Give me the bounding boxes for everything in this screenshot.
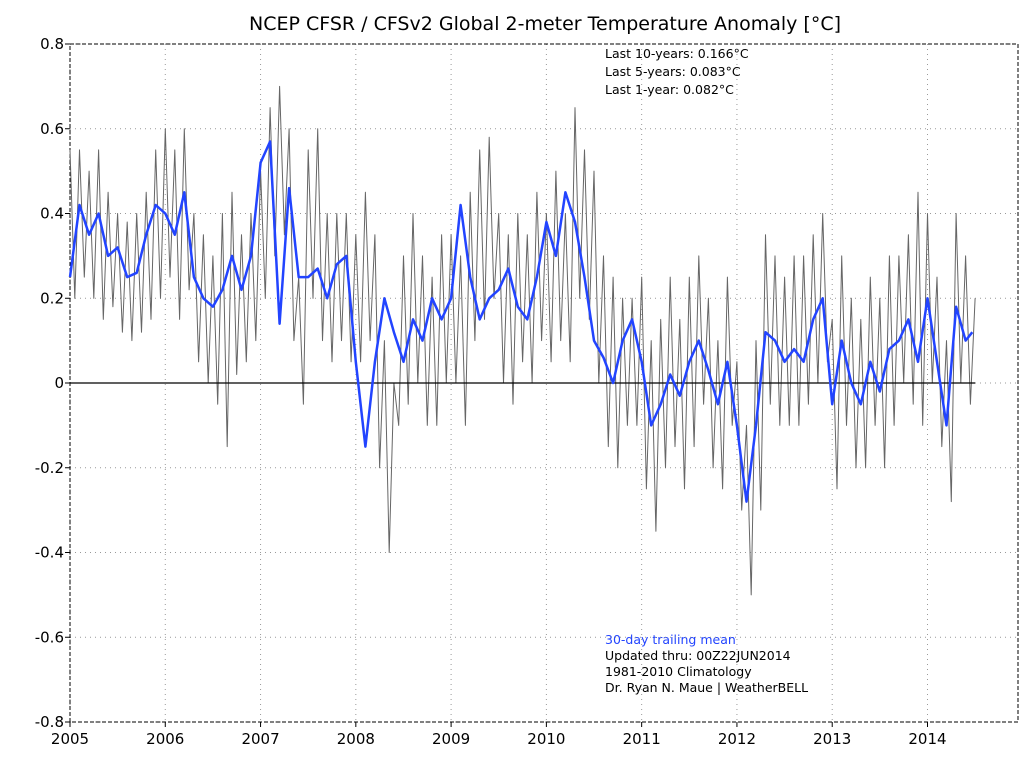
y-tick-label: 0.4 <box>40 205 64 223</box>
annotation: 1981-2010 Climatology <box>605 664 752 679</box>
legend-entry: 30-day trailing mean <box>605 632 736 647</box>
y-tick-label: -0.4 <box>35 544 64 562</box>
annotation: Last 10-years: 0.166°C <box>605 46 749 61</box>
annotation: Last 5-years: 0.083°C <box>605 64 741 79</box>
x-tick-label: 2006 <box>146 730 184 748</box>
y-tick-label: -0.6 <box>35 628 64 646</box>
y-tick-label: -0.2 <box>35 459 64 477</box>
x-tick-label: 2005 <box>51 730 89 748</box>
y-tick-label: -0.8 <box>35 713 64 731</box>
annotation: Last 1-year: 0.082°C <box>605 82 734 97</box>
x-tick-label: 2007 <box>241 730 279 748</box>
x-tick-label: 2009 <box>432 730 470 748</box>
annotation: Dr. Ryan N. Maue | WeatherBELL <box>605 680 808 695</box>
y-tick-label: 0.2 <box>40 289 64 307</box>
x-tick-label: 2011 <box>623 730 661 748</box>
series-line <box>68 140 974 503</box>
chart-title: NCEP CFSR / CFSv2 Global 2-meter Tempera… <box>249 13 841 35</box>
x-tick-label: 2010 <box>527 730 565 748</box>
y-tick-label: 0.8 <box>40 35 64 53</box>
x-tick-label: 2013 <box>813 730 851 748</box>
x-tick-label: 2008 <box>337 730 375 748</box>
annotation: Updated thru: 00Z22JUN2014 <box>605 648 791 663</box>
series-line <box>69 85 976 596</box>
x-tick-label: 2012 <box>718 730 756 748</box>
y-tick-label: 0.6 <box>40 120 64 138</box>
x-tick-label: 2014 <box>908 730 946 748</box>
y-tick-label: 0 <box>54 374 64 392</box>
